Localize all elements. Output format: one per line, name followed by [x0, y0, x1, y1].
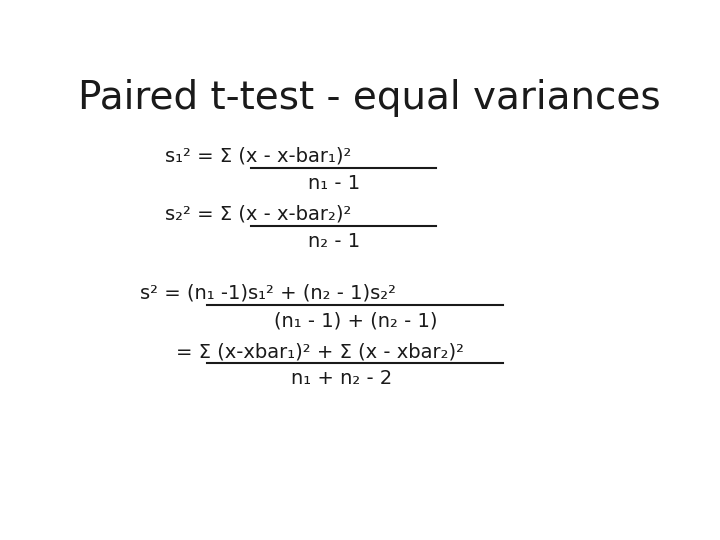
Text: Paired t-test - equal variances: Paired t-test - equal variances: [78, 79, 660, 117]
Text: n₁ - 1: n₁ - 1: [307, 174, 360, 193]
Text: (n₁ - 1) + (n₂ - 1): (n₁ - 1) + (n₂ - 1): [274, 311, 438, 330]
Text: = Σ (x-xbar₁)² + Σ (x - xbar₂)²: = Σ (x-xbar₁)² + Σ (x - xbar₂)²: [176, 342, 464, 361]
Text: s² = (n₁ -1)s₁² + (n₂ - 1)s₂²: s² = (n₁ -1)s₁² + (n₂ - 1)s₂²: [140, 284, 396, 303]
Text: s₂² = Σ (x - x-bar₂)²: s₂² = Σ (x - x-bar₂)²: [166, 205, 351, 224]
Text: n₂ - 1: n₂ - 1: [307, 232, 360, 251]
Text: n₁ + n₂ - 2: n₁ + n₂ - 2: [291, 369, 392, 388]
Text: s₁² = Σ (x - x-bar₁)²: s₁² = Σ (x - x-bar₁)²: [166, 147, 351, 166]
